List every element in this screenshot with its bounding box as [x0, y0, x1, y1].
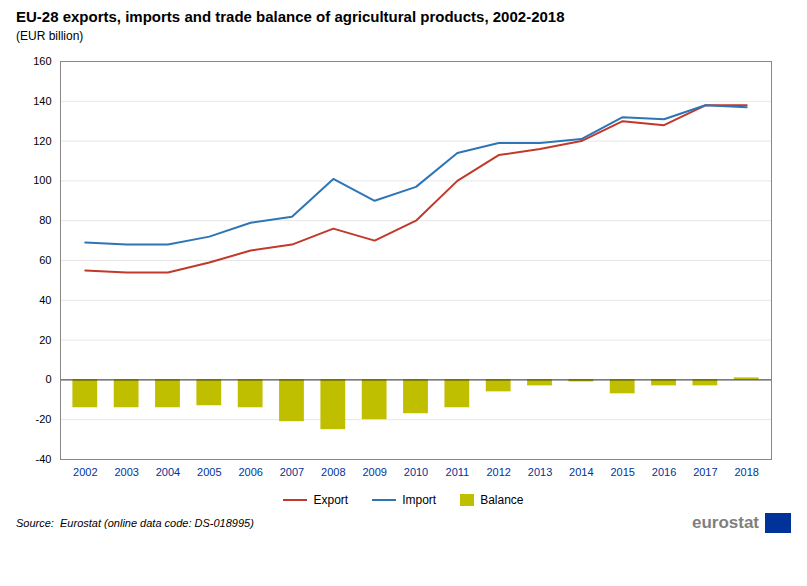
svg-text:40: 40	[39, 294, 51, 306]
svg-text:-20: -20	[36, 413, 52, 425]
svg-text:120: 120	[33, 135, 51, 147]
svg-text:2009: 2009	[362, 466, 386, 478]
svg-text:2008: 2008	[321, 466, 345, 478]
svg-text:2017: 2017	[693, 466, 717, 478]
html-text:(EUR billion): (EUR billion)	[16, 29, 84, 43]
html-text:EU-28 exports, imports and tra: EU-28 exports, imports and trade balance…	[16, 8, 565, 25]
html-text:Balance: Balance	[480, 493, 524, 507]
svg-text:20: 20	[39, 334, 51, 346]
svg-text:-40: -40	[36, 453, 52, 465]
svg-text:2004: 2004	[156, 466, 180, 478]
svg-text:2018: 2018	[734, 466, 758, 478]
svg-text:2002: 2002	[73, 466, 97, 478]
svg-text:2012: 2012	[486, 466, 510, 478]
svg-text:2007: 2007	[280, 466, 304, 478]
svg-text:0: 0	[45, 373, 51, 385]
svg-text:140: 140	[33, 95, 51, 107]
svg-text:80: 80	[39, 214, 51, 226]
html-text:Source: Eurostat (online data: Source: Eurostat (online data code: DS-0…	[16, 517, 254, 529]
svg-text:160: 160	[33, 55, 51, 67]
svg-text:2015: 2015	[610, 466, 634, 478]
svg-text:100: 100	[33, 174, 51, 186]
svg-text:2016: 2016	[652, 466, 676, 478]
html-text:Import: Import	[402, 493, 437, 507]
html-text:eurostat: eurostat	[691, 513, 759, 532]
svg-text:2013: 2013	[528, 466, 552, 478]
svg-text:2006: 2006	[238, 466, 262, 478]
svg-text:2014: 2014	[569, 466, 593, 478]
svg-text:60: 60	[39, 254, 51, 266]
svg-text:2010: 2010	[404, 466, 428, 478]
svg-text:2011: 2011	[446, 466, 470, 478]
svg-text:2005: 2005	[197, 466, 221, 478]
svg-text:2003: 2003	[114, 466, 138, 478]
html-text:Export: Export	[313, 493, 349, 507]
